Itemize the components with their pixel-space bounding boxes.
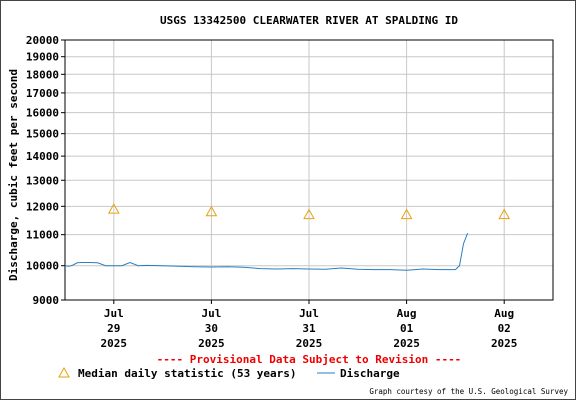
x-tick-label: Aug 02 2025 [491, 307, 518, 350]
y-tick-label: 13000 [26, 174, 59, 187]
median-point [400, 208, 413, 220]
y-tick-label: 18000 [26, 68, 59, 81]
legend-median-marker [58, 366, 70, 378]
x-tick-label: Aug 01 2025 [393, 307, 420, 350]
y-tick-label: 16000 [26, 107, 59, 120]
legend: Median daily statistic (53 years) Discha… [58, 366, 400, 380]
y-axis-label: Discharge, cubic feet per second [7, 69, 20, 281]
y-tick-label: 19000 [26, 51, 59, 64]
plot-frame [64, 39, 554, 301]
median-point [498, 208, 511, 220]
y-tick-label: 11000 [26, 229, 59, 242]
y-tick-label: 14000 [26, 150, 59, 163]
credit-line: Graph courtesy of the U.S. Geological Su… [369, 387, 568, 396]
y-tick-label: 15000 [26, 128, 59, 141]
legend-discharge-label: Discharge [340, 367, 400, 380]
x-tick-label: Jul 30 2025 [198, 307, 225, 350]
median-point [107, 203, 120, 214]
x-tick-label: Jul 31 2025 [296, 307, 323, 350]
grid-layer [65, 39, 553, 301]
y-tick-label: 9000 [33, 294, 60, 307]
x-axis-ticks: Jul 29 2025 Jul 30 2025 Jul 31 2025 Aug 01 2025 Aug 0… [101, 300, 518, 350]
y-tick-label: 17000 [26, 87, 59, 100]
y-tick-label: 20000 [26, 34, 59, 47]
x-tick-label: Jul 29 2025 [101, 307, 128, 350]
median-point [205, 205, 218, 217]
y-tick-label: 12000 [26, 200, 59, 213]
discharge-line [64, 233, 469, 271]
legend-median-label: Median daily statistic (53 years) [78, 367, 297, 380]
chart-title: USGS 13342500 CLEARWATER RIVER AT SPALDI… [160, 14, 458, 27]
y-tick-label: 10000 [26, 260, 59, 273]
provisional-banner: ---- Provisional Data Subject to Revisio… [157, 353, 462, 366]
median-point [303, 208, 315, 220]
series-layer [64, 203, 511, 271]
y-axis-ticks: 9000 10000 11000 12000 13000 14000 15000 16000 1… [26, 34, 65, 307]
